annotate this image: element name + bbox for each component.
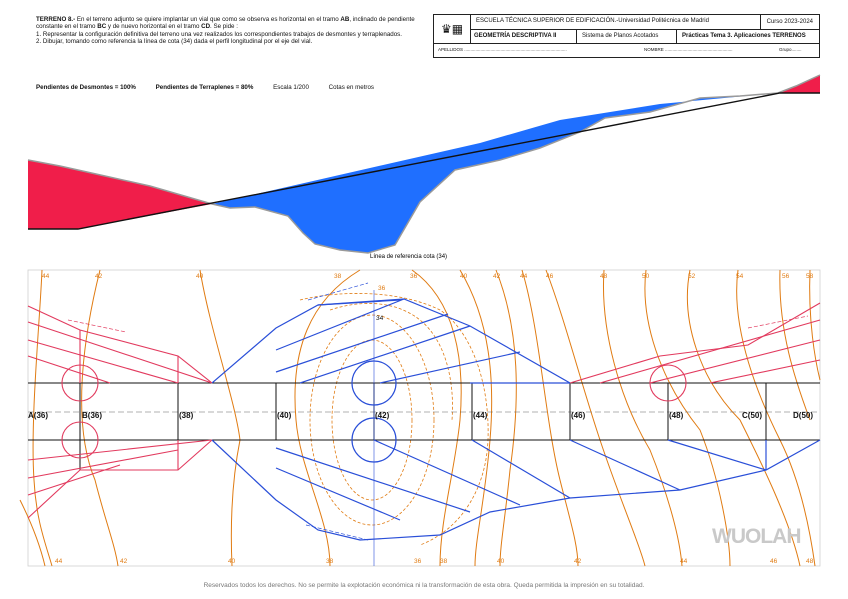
contour-label: 46 [770, 558, 778, 565]
parameters-line: Pendientes de Desmontes = 100% Pendiente… [36, 84, 392, 91]
contour-label: 40 [460, 273, 468, 280]
cut-area [212, 93, 778, 253]
station-40: (40) [277, 411, 292, 420]
contour-label: 56 [782, 273, 790, 280]
station-a: A(36) [28, 411, 48, 420]
subject-name: GEOMETRÍA DESCRIPTIVA II [474, 33, 557, 39]
contour-label: 42 [493, 273, 501, 280]
contour-labels-bottom: 44 42 40 38 36 38 40 42 44 46 48 [55, 558, 814, 565]
contour-label: 50 [642, 273, 650, 280]
fill-area-right [778, 75, 820, 93]
contour-label: 40 [196, 273, 204, 280]
contour-label: 36 [410, 273, 418, 280]
problem-title: TERRENO 8.- [36, 16, 76, 23]
contour-label: 48 [600, 273, 608, 280]
statement-text: . Se pide : [210, 23, 238, 31]
contour-label: 38 [326, 558, 334, 565]
contour-label: 36 [414, 558, 422, 565]
cut-slopes [211, 282, 821, 566]
fill-slopes-left [27, 305, 213, 519]
task-1: 1. Representar la configuración definiti… [36, 30, 402, 38]
name-field: NOMBRE .................................… [644, 47, 733, 52]
station-48: (48) [669, 411, 684, 420]
group-field: Grupo........ [779, 47, 802, 52]
statement-text: , inclinado de pendiente constante en el… [36, 16, 415, 31]
contour-label: 44 [520, 273, 528, 280]
cut-slope: Pendientes de Desmontes = 100% [36, 84, 136, 91]
contour-label: 38 [334, 273, 342, 280]
fill-area-left [28, 160, 212, 229]
statement-text: En el terreno adjunto se quiere implanta… [75, 16, 341, 23]
contour-label-inner: 36 [378, 285, 386, 292]
contour-labels-top: 44 42 40 38 36 40 42 44 46 48 50 52 54 5… [42, 273, 814, 280]
contour-label: 46 [546, 273, 554, 280]
station-c: C(50) [742, 411, 762, 420]
contour-label: 42 [120, 558, 128, 565]
contour-label: 40 [497, 558, 505, 565]
reference-line-label: Línea de referencia cota (34) [370, 254, 447, 260]
cut-level-label: 34 [376, 315, 384, 322]
station-38: (38) [179, 411, 194, 420]
watermark-logo: WUOLAH [712, 525, 801, 548]
contour-label: 44 [680, 558, 688, 565]
road-line [28, 92, 820, 230]
contour-lines [19, 269, 821, 567]
school-name: ESCUELA TÉCNICA SUPERIOR DE EDIFICACIÓN.… [476, 18, 709, 24]
units: Cotas en metros [328, 84, 375, 91]
contour-label: 58 [806, 273, 814, 280]
segment-cd: CD [201, 23, 211, 31]
contour-label: 52 [688, 273, 696, 280]
station-d: D(50) [793, 411, 813, 420]
contour-label: 40 [228, 558, 236, 565]
contour-label: 42 [574, 558, 582, 565]
contour-label: 42 [95, 273, 103, 280]
station-b: B(36) [82, 411, 102, 420]
segment-bc: BC [97, 23, 107, 31]
surname-field: APELLIDOS ..............................… [438, 47, 567, 52]
station-labels: A(36) B(36) (38) (40) (42) (44) (46) (48… [28, 411, 813, 420]
task-2: 2. Dibujar, tomando como referencia la l… [36, 38, 313, 46]
contour-label: 38 [440, 558, 448, 565]
scale: Escala 1/200 [273, 84, 309, 91]
problem-statement: TERRENO 8.- En el terreno adjunto se qui… [36, 16, 428, 46]
drawing-sheet: TERRENO 8.- En el terreno adjunto se qui… [28, 12, 820, 568]
contour-label: 48 [806, 558, 814, 565]
longitudinal-profile: Línea de referencia cota (34) [27, 74, 821, 260]
terrain-line [27, 74, 821, 254]
segment-ab: AB [340, 16, 350, 23]
plan-view [19, 269, 821, 567]
fill-slope: Pendientes de Terraplenes = 80% [155, 84, 254, 91]
contour-label: 44 [55, 558, 63, 565]
station-42: (42) [375, 411, 390, 420]
system-name: Sistema de Planos Acotados [576, 29, 658, 43]
course-year: Curso 2023-2024 [759, 15, 813, 29]
contour-label: 44 [42, 273, 50, 280]
rights-footer: Reservados todos los derechos. No se per… [203, 582, 645, 589]
fill-slopes-right [569, 302, 821, 402]
title-block: ♛▦ ESCUELA TÉCNICA SUPERIOR DE EDIFICACI… [433, 14, 820, 58]
contour-label: 54 [736, 273, 744, 280]
station-46: (46) [571, 411, 586, 420]
practice-name: Prácticas Tema 3. Aplicaciones TERRENOS [676, 29, 806, 43]
station-44: (44) [473, 411, 488, 420]
statement-text: y de nuevo horizontal en el tramo [106, 23, 202, 31]
